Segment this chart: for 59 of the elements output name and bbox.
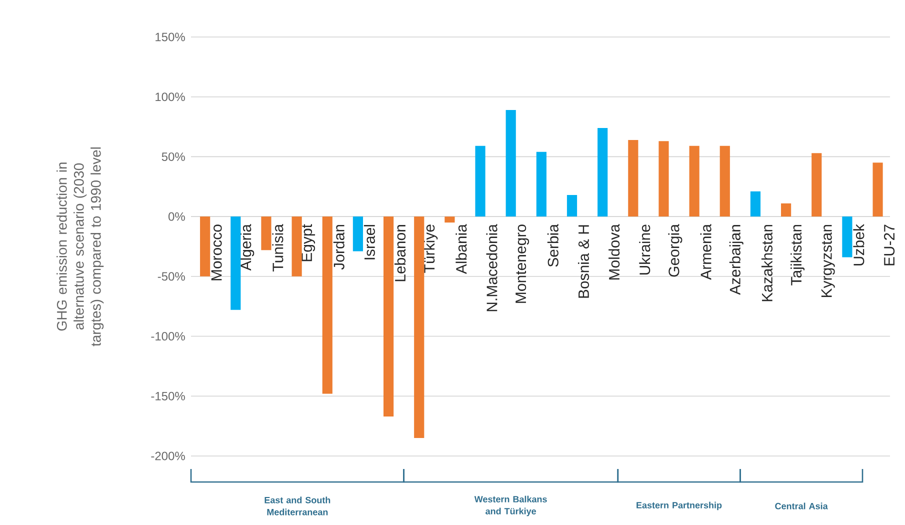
x-tick-label: N.Macedonia <box>486 224 498 312</box>
x-tick-label: Tunisia <box>272 224 284 272</box>
text: Western Balkans and Türkiye <box>474 496 547 516</box>
bar <box>566 195 578 217</box>
bar <box>872 162 883 217</box>
bar <box>812 153 822 217</box>
x-tick-label: Montenegro <box>516 224 530 303</box>
y-axis-title: GHG emission reduction in alternatuve scenario (2030 targtes) compared to 1990 level <box>56 147 104 346</box>
x-tick-label: Algeria <box>240 224 254 271</box>
x-tick-label: EU-27 <box>884 224 895 266</box>
bar <box>781 203 792 217</box>
bar <box>230 216 241 310</box>
x-tick-label: Kyrgyzstan <box>821 224 835 297</box>
bar <box>842 216 852 258</box>
bar <box>750 191 761 217</box>
bar <box>383 216 394 416</box>
x-tick-label: Jordan <box>333 224 344 270</box>
bar <box>444 216 455 223</box>
bar <box>475 146 486 217</box>
bar <box>414 216 424 438</box>
x-tick-label: Serbia <box>547 224 558 267</box>
x-tick-label: Ukraine <box>639 224 650 275</box>
bar <box>720 146 730 217</box>
y-tick-label: -50% <box>158 272 185 281</box>
x-tick-label: Azerbaijan <box>729 224 744 295</box>
x-tick-label: Lebanon <box>394 224 406 282</box>
text: East and South Mediterranean <box>264 496 330 516</box>
text: Central Asia <box>775 502 828 510</box>
x-tick-label: Kazakhstan <box>761 224 772 302</box>
y-tick-label: 150% <box>156 32 185 42</box>
bar <box>322 216 332 394</box>
bar <box>352 216 364 252</box>
text: Eastern Partnership <box>636 502 722 510</box>
x-tick-label: Egypt <box>302 224 316 262</box>
x-tick-label: Bosnia & H <box>578 225 590 298</box>
y-tick-label: 100% <box>156 92 185 102</box>
x-tick-label: Albania <box>456 224 467 274</box>
bar <box>628 140 638 217</box>
bar <box>536 152 546 217</box>
x-tick-label: Israel <box>364 225 375 260</box>
x-tick-label: Türkiye <box>424 224 438 273</box>
x-tick-label: Tajikistan <box>790 224 805 286</box>
x-tick-label: Armenia <box>700 224 712 280</box>
y-tick-label: -100% <box>151 332 185 341</box>
bar <box>689 146 700 217</box>
x-tick-label: Uzbek <box>853 224 864 266</box>
y-tick-label: -200% <box>151 452 185 460</box>
bar <box>506 110 516 217</box>
bar <box>292 216 302 276</box>
bar <box>598 128 608 217</box>
bar <box>261 216 272 250</box>
y-tick-label: -150% <box>151 392 185 400</box>
bar <box>200 216 210 276</box>
bar <box>658 141 669 217</box>
x-tick-label: Morocco <box>211 224 222 280</box>
x-tick-label: Moldova <box>608 224 620 280</box>
y-tick-label: 0% <box>168 212 185 221</box>
x-tick-label: Georgia <box>668 224 682 277</box>
y-tick-label: 50% <box>162 152 185 161</box>
